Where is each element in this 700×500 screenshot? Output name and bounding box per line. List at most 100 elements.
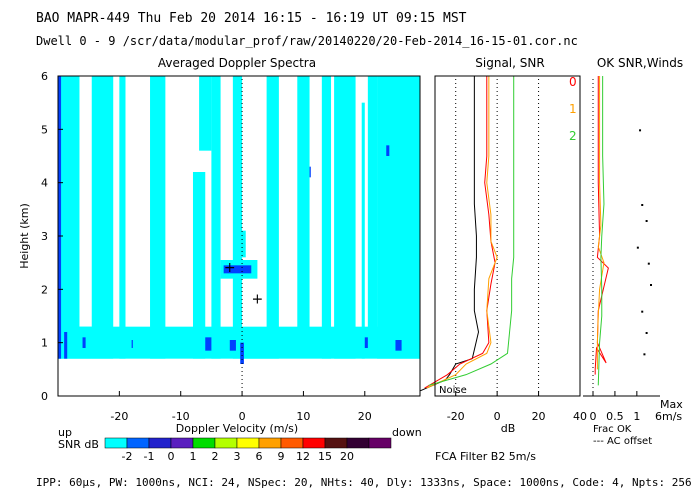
spectra-region-8 (237, 230, 246, 258)
winds-series-2 (597, 76, 605, 386)
spectra-xticks: -20 -10 0 10 20 (110, 391, 372, 423)
colorbar-swatch (346, 437, 370, 449)
winds-plot (583, 76, 660, 397)
spectra-xtick-label: 0 (239, 410, 246, 423)
spectra-streak-2 (82, 337, 86, 348)
spectra-region-9 (266, 76, 279, 359)
colorbar-tick-label: 20 (340, 450, 354, 463)
snr-series-noise (420, 76, 480, 392)
colorbar-swatch (104, 437, 128, 449)
spectra-region-1 (91, 76, 114, 359)
colorbar-swatch (280, 437, 304, 449)
spectra-region-14 (367, 76, 378, 338)
wind-dot-1 (641, 204, 644, 206)
snr-legend-entry: 0 (569, 75, 577, 89)
colorbar-swatch (236, 437, 260, 449)
footer-params: IPP: 60μs, PW: 1000ns, NCI: 24, NSpec: 2… (36, 476, 692, 489)
colorbar-tick-label: 2 (212, 450, 219, 463)
winds-series-0 (594, 76, 609, 375)
spectra-region-0 (58, 76, 80, 359)
snr-colorbar-ticks: -2 -1 0 1 2 3 6 9 12 15 20 (122, 450, 354, 463)
spectra-xtick-label: 20 (358, 410, 372, 423)
spectra-streak-5 (229, 340, 236, 351)
snr-legend-entry: 2 (569, 129, 577, 143)
snr-xticks: -20 0 20 40 (447, 391, 587, 423)
wind-dot-8 (643, 353, 646, 356)
snr-frame (434, 75, 581, 397)
winds-xtick-label: 0 (590, 410, 597, 423)
header-dwell: Dwell 0 - 9 /scr/data/modular_prof/raw/2… (36, 34, 578, 48)
colorbar-tick-label: 0 (168, 450, 175, 463)
spectra-ytick-label: 0 (41, 390, 48, 403)
snr-series-2 (428, 76, 515, 386)
echo-core (223, 265, 252, 274)
spectra-ytick-label: 2 (41, 283, 48, 296)
wind-dot-4 (647, 262, 650, 265)
winds-series-1 (596, 76, 605, 370)
snr-title: Signal, SNR (475, 56, 544, 70)
colorbar-tick-label: -2 (122, 450, 133, 463)
snr-plot (420, 76, 540, 396)
snr-xtick-label: 40 (573, 410, 587, 423)
ac-offset-label: --- AC offset (593, 436, 652, 447)
fca-filter-label: FCA Filter B2 5m/s (435, 450, 536, 463)
spectra-xtick-label: 10 (296, 410, 310, 423)
direction-up-label: up (58, 426, 72, 439)
wind-dot-5 (650, 284, 652, 286)
spectra-ytick-label: 5 (41, 123, 48, 136)
spectra-streak-9 (386, 145, 390, 156)
colorbar-swatch (258, 437, 282, 449)
snr-series-0 (424, 76, 496, 389)
colorbar-tick-label: -1 (144, 450, 155, 463)
header-title: BAO MAPR-449 Thu Feb 20 2014 16:15 - 16:… (36, 11, 467, 26)
snr-legend: 0 1 2 (569, 75, 577, 143)
scale-max-label: Max (660, 398, 683, 411)
colorbar-label: SNR dB (58, 438, 99, 451)
direction-down-label: down (392, 426, 422, 439)
spectra-yticks: 0 1 2 3 4 5 6 (41, 70, 63, 403)
spectra-region-12 (334, 76, 356, 359)
spectra-ytick-label: 6 (41, 70, 48, 83)
winds-xlabel: Frac OK (593, 424, 632, 435)
spectra-region-13 (361, 102, 365, 359)
peak-marker-0: + (224, 260, 236, 276)
spectra-region-4 (192, 172, 206, 359)
wind-dot-7 (645, 332, 648, 334)
snr-colorbar (104, 437, 392, 449)
peak-marker-1: + (252, 291, 264, 307)
colorbar-swatch (126, 437, 150, 449)
colorbar-tick-label: 3 (234, 450, 241, 463)
spectra-region-5 (199, 76, 212, 151)
spectra-region-11 (321, 76, 332, 359)
spectra-xtick-label: -20 (110, 410, 128, 423)
spectra-streak-10 (309, 166, 311, 178)
spectra-layer-1km (58, 326, 420, 359)
spectra-plot: ++ (58, 76, 420, 396)
scale-value-label: 6m/s (655, 410, 682, 423)
noise-label: Noise (439, 385, 467, 396)
colorbar-swatch (170, 437, 194, 449)
spectra-ytick-label: 4 (41, 177, 48, 190)
winds-xtick-label: 0.5 (606, 410, 624, 423)
colorbar-swatch (148, 437, 172, 449)
snr-xtick-label: 20 (532, 410, 546, 423)
spectra-region-15 (377, 76, 420, 359)
spectra-streak-1 (64, 332, 68, 359)
colorbar-tick-label: 9 (278, 450, 285, 463)
spectra-region-2 (119, 76, 126, 359)
spectra-ytick-label: 3 (41, 230, 48, 243)
spectra-title: Averaged Doppler Spectra (158, 56, 316, 70)
winds-xticks: 0 0.5 1 (590, 391, 640, 423)
spectra-streak-6 (240, 342, 244, 364)
snr-xtick-label: -20 (447, 410, 465, 423)
colorbar-swatch (368, 437, 392, 449)
wind-dot-6 (641, 310, 644, 313)
snr-xlabel: dB (501, 422, 516, 435)
spectra-ylabel: Height (km) (18, 203, 31, 269)
colorbar-swatch (302, 437, 326, 449)
colorbar-swatch (324, 437, 348, 449)
spectra-streak-3 (131, 340, 133, 348)
spectra-xlabel: Doppler Velocity (m/s) (176, 422, 298, 435)
spectra-streak-7 (364, 337, 368, 348)
snr-legend-entry: 1 (569, 102, 577, 116)
